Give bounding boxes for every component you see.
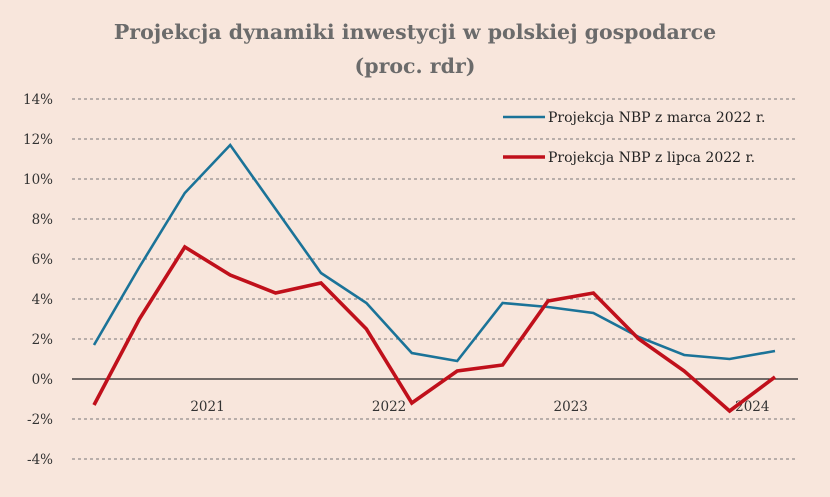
series-layer [92,142,777,414]
x-tick-label-year: 2021 [190,399,224,415]
x-axis-year-labels: 2021 2022 2023 2024 [190,399,769,415]
y-tick-label: 0% [32,372,54,388]
y-tick-label: 8% [32,212,54,228]
x-tick-label-year: 2023 [554,399,588,415]
y-tick-label: 4% [32,292,54,308]
y-tick-label: 10% [23,172,53,188]
grid-layer [72,98,798,460]
y-axis-ticks: 14% 12% 10% 8% 6% 4% 2% 0% -2% -4% [23,92,53,468]
y-tick-label: 2% [32,332,54,348]
y-tick-label: 12% [23,132,53,148]
y-tick-label: -4% [27,452,53,468]
y-tick-label: 6% [32,252,54,268]
x-tick-label-year: 2024 [735,399,769,415]
legend-label: Projekcja NBP z lipca 2022 r. [548,150,755,166]
series-line-1 [92,142,776,363]
y-tick-label: 14% [23,92,53,108]
series-line-2 [92,244,777,414]
x-tick-label-year: 2022 [372,399,406,415]
legend: Projekcja NBP z marca 2022 r. Projekcja N… [503,110,766,166]
chart-title-line-1: Projekcja dynamiki inwestycji w polskiej… [114,20,716,44]
chart-title-line-2: (proc. rdr) [355,54,476,78]
y-tick-label: -2% [27,412,53,428]
legend-label: Projekcja NBP z marca 2022 r. [548,110,766,126]
